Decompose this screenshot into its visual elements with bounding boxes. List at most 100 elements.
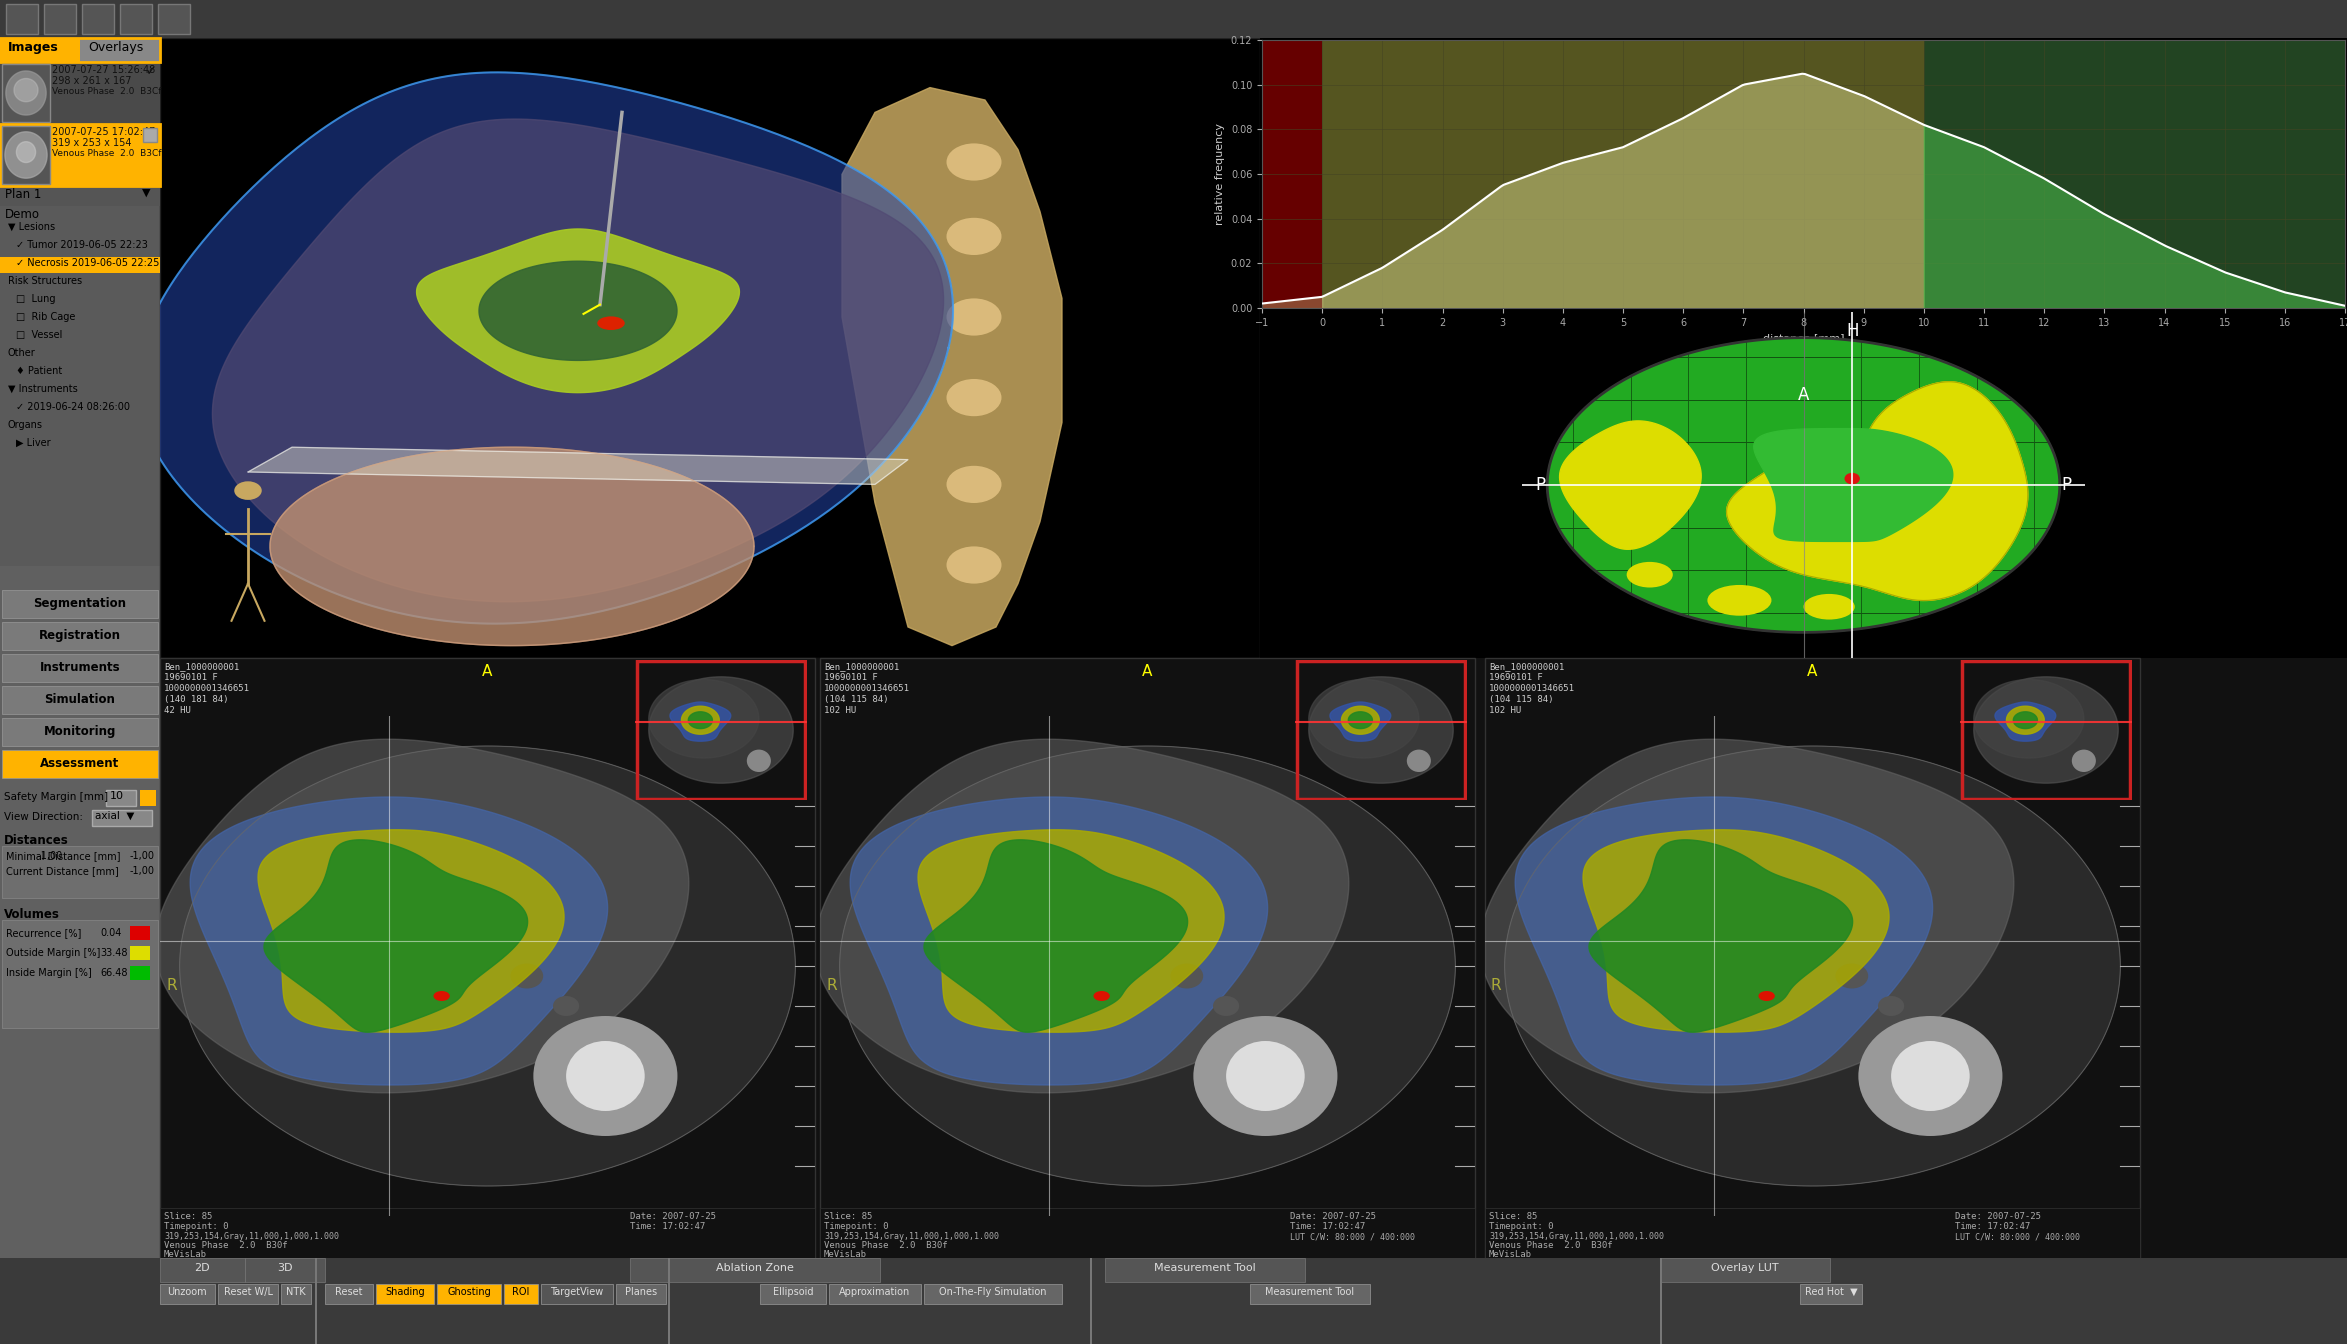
Text: Venous Phase  2.0  B30f: Venous Phase 2.0 B30f [164,1241,289,1250]
Text: Overlays: Overlays [87,42,143,54]
Text: Slice: 85: Slice: 85 [164,1212,211,1220]
Bar [615,1284,667,1304]
Text: -1,00: -1,00 [129,866,155,876]
Text: Ellipsoid: Ellipsoid [772,1288,814,1297]
Text: Venous Phase  2.0  B3Cf: Venous Phase 2.0 B3Cf [52,149,162,159]
Text: ♦ Patient: ♦ Patient [16,366,63,376]
Text: Risk Structures: Risk Structures [7,276,82,286]
Text: MeVisLab: MeVisLab [1488,1250,1533,1259]
Bar [2,921,157,1028]
Text: 66.48: 66.48 [101,968,127,978]
Bar [1486,1208,2140,1258]
Bar [92,810,153,827]
Bar [1800,1284,1861,1304]
Text: R: R [826,978,836,993]
Bar [80,38,160,62]
Bar [0,38,160,62]
Text: 3D: 3D [277,1263,293,1273]
Text: Date: 2007-07-25: Date: 2007-07-25 [629,1212,716,1220]
Bar [157,4,190,34]
Text: LUT C/W: 80:000 / 400:000: LUT C/W: 80:000 / 400:000 [1291,1232,1415,1241]
Ellipse shape [946,379,1002,417]
Text: 19690101 F: 19690101 F [1488,673,1542,681]
Text: R: R [167,978,176,993]
Text: Red Hot  ▼: Red Hot ▼ [1805,1288,1856,1297]
Bar [629,1258,880,1282]
Bar [819,1208,1474,1258]
Ellipse shape [554,996,580,1016]
Bar [1263,40,1321,308]
Bar [1105,1258,1305,1282]
Text: 2007-07-25 17:02:47: 2007-07-25 17:02:47 [52,126,155,137]
Text: -1,00: -1,00 [129,851,155,862]
Ellipse shape [946,547,1002,583]
Text: 319,253,154,Gray,11,000,1,000,1.000: 319,253,154,Gray,11,000,1,000,1.000 [1488,1232,1664,1241]
Ellipse shape [2072,750,2096,771]
Text: A: A [481,664,493,679]
Text: Instruments: Instruments [40,661,120,673]
Bar [141,790,155,806]
Text: Volumes: Volumes [5,909,61,921]
Polygon shape [190,797,608,1085]
Bar [1321,40,1925,308]
Bar [160,659,2347,1258]
Text: Simulation: Simulation [45,694,115,706]
Text: 2D: 2D [195,1263,209,1273]
Polygon shape [1347,712,1373,728]
Text: 1000000001346651: 1000000001346651 [824,684,911,694]
Polygon shape [1310,680,1420,758]
Bar [0,0,2347,38]
Ellipse shape [1859,1016,2002,1136]
Polygon shape [258,829,563,1032]
Bar [2,622,157,650]
Bar [7,4,38,34]
Bar [2,685,157,714]
Text: Ben_1000000001: Ben_1000000001 [824,663,899,671]
Text: ▶ Liver: ▶ Liver [16,438,52,448]
Bar [437,1284,500,1304]
Bar [1486,659,2140,1258]
Text: (140 181 84): (140 181 84) [164,695,228,704]
Text: Date: 2007-07-25: Date: 2007-07-25 [1955,1212,2042,1220]
Polygon shape [5,132,47,179]
Text: 42 HU: 42 HU [164,706,190,715]
Bar [0,206,160,566]
Polygon shape [688,712,713,728]
Polygon shape [925,840,1188,1032]
Text: Time: 17:02:47: Time: 17:02:47 [1291,1222,1366,1231]
Bar [160,1208,814,1258]
Text: Unzoom: Unzoom [167,1288,207,1297]
Text: 102 HU: 102 HU [824,706,857,715]
Ellipse shape [946,144,1002,180]
Bar [2,126,49,184]
Text: Ghosting: Ghosting [448,1288,491,1297]
Text: MeVisLab: MeVisLab [824,1250,866,1259]
Bar [925,1284,1061,1304]
Polygon shape [843,87,1061,645]
Polygon shape [249,448,908,484]
Bar [1659,1258,1831,1282]
Bar [106,790,136,806]
Bar [160,659,814,1258]
Ellipse shape [566,1042,645,1111]
Bar [2,590,157,618]
Text: TargetView: TargetView [552,1288,603,1297]
Ellipse shape [946,218,1002,255]
Text: Reset W/L: Reset W/L [223,1288,272,1297]
Text: Ablation Zone: Ablation Zone [716,1263,793,1273]
Ellipse shape [533,1016,678,1136]
Text: Demo: Demo [5,208,40,220]
Bar [0,257,160,273]
Text: ▼ Lesions: ▼ Lesions [7,222,54,233]
X-axis label: distance [mm]: distance [mm] [1763,333,1845,343]
Bar [2,655,157,681]
Bar [760,1284,826,1304]
Bar [0,62,160,124]
Ellipse shape [946,466,1002,503]
Polygon shape [840,746,1455,1185]
Bar [120,4,153,34]
Ellipse shape [1213,996,1239,1016]
Text: Time: 17:02:47: Time: 17:02:47 [629,1222,704,1231]
Ellipse shape [596,316,624,331]
Ellipse shape [1802,594,1854,620]
